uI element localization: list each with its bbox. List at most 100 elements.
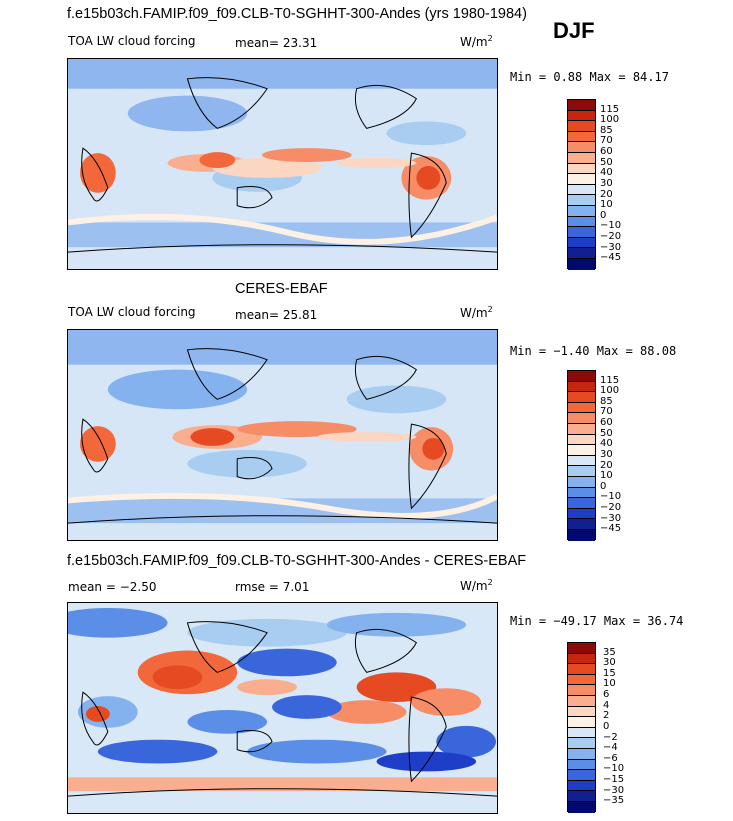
- colorbar-tick-label: 40: [600, 167, 613, 178]
- colorbar-swatch: [568, 674, 595, 686]
- colorbar-tick-label: 0: [600, 210, 607, 221]
- colorbar-tick-label: 30: [600, 449, 613, 460]
- colorbar-tick-label: 15: [603, 668, 616, 679]
- panel1-map: [67, 58, 498, 270]
- panel1-minmax: Min = 0.88 Max = 84.17: [510, 70, 669, 84]
- panel2-units: W/m2: [460, 305, 493, 320]
- colorbar-tick-label: 100: [600, 114, 620, 125]
- colorbar-swatch: [568, 653, 595, 665]
- panel3-colorbar: [567, 642, 596, 813]
- colorbar-tick-label: 60: [600, 146, 613, 157]
- colorbar-swatch: [568, 780, 595, 792]
- colorbar-tick-label: −10: [603, 763, 625, 774]
- colorbar-tick-label: 35: [603, 647, 616, 658]
- colorbar-tick-label: 2: [603, 710, 610, 721]
- colorbar-swatch: [568, 706, 595, 718]
- panel3-units: W/m2: [460, 578, 493, 593]
- panel1-colorbar: [567, 99, 596, 270]
- colorbar-swatch: [568, 695, 595, 707]
- colorbar-tick-label: −10: [600, 220, 622, 231]
- panel1-title: f.e15b03ch.FAMIP.f09_f09.CLB-T0-SGHHT-30…: [67, 6, 527, 22]
- colorbar-swatch: [568, 664, 595, 675]
- colorbar-tick-label: 20: [600, 460, 613, 471]
- colorbar-swatch: [568, 216, 595, 228]
- colorbar-swatch: [568, 195, 595, 206]
- colorbar-tick-label: 100: [600, 385, 620, 396]
- colorbar-tick-label: 40: [600, 438, 613, 449]
- panel3-mean: mean = −2.50: [68, 580, 157, 594]
- colorbar-tick-label: −15: [603, 774, 625, 785]
- colorbar-swatch: [568, 519, 595, 530]
- colorbar-tick-label: 0: [600, 481, 607, 492]
- colorbar-tick-label: 4: [603, 700, 610, 711]
- colorbar-swatch: [568, 476, 595, 488]
- panel3-minmax: Min = −49.17 Max = 36.74: [510, 614, 684, 628]
- colorbar-tick-label: −30: [603, 785, 625, 796]
- colorbar-tick-label: 6: [603, 689, 610, 700]
- colorbar-tick-label: 70: [600, 406, 613, 417]
- colorbar-swatch: [568, 748, 595, 760]
- panel3-map-field: [68, 603, 497, 813]
- panel2-subtitle: TOA LW cloud forcing: [68, 305, 196, 319]
- colorbar-swatch: [568, 508, 595, 520]
- colorbar-swatch: [568, 759, 595, 771]
- colorbar-tick-label: −45: [600, 252, 622, 263]
- colorbar-tick-label: −20: [600, 502, 622, 513]
- colorbar-tick-label: 50: [600, 428, 613, 439]
- colorbar-swatch: [568, 205, 595, 217]
- panel1-subtitle: TOA LW cloud forcing: [68, 34, 196, 48]
- colorbar-swatch: [568, 738, 595, 749]
- panel1-mean: mean= 23.31: [235, 36, 318, 50]
- colorbar-swatch: [568, 392, 595, 403]
- colorbar-swatch: [568, 727, 595, 739]
- colorbar-tick-label: −10: [600, 491, 622, 502]
- colorbar-swatch: [568, 402, 595, 414]
- panel3-title: f.e15b03ch.FAMIP.f09_f09.CLB-T0-SGHHT-30…: [67, 553, 527, 569]
- colorbar-tick-label: 70: [600, 135, 613, 146]
- colorbar-tick-label: −6: [603, 753, 618, 764]
- colorbar-swatch: [568, 770, 595, 781]
- colorbar-tick-label: 0: [603, 721, 610, 732]
- panel2-map: [67, 329, 498, 541]
- panel3-map: [67, 602, 498, 814]
- colorbar-swatch: [568, 227, 595, 238]
- colorbar-tick-label: 85: [600, 125, 613, 136]
- colorbar-swatch: [568, 100, 595, 111]
- colorbar-tick-label: 115: [600, 104, 620, 115]
- colorbar-tick-label: −20: [600, 231, 622, 242]
- colorbar-swatch: [568, 487, 595, 499]
- colorbar-tick-label: 50: [600, 157, 613, 168]
- colorbar-tick-label: 85: [600, 396, 613, 407]
- colorbar-tick-label: 10: [600, 470, 613, 481]
- colorbar-swatch: [568, 685, 595, 696]
- colorbar-swatch: [568, 529, 595, 541]
- colorbar-swatch: [568, 413, 595, 424]
- colorbar-swatch: [568, 643, 595, 654]
- colorbar-tick-label: 20: [600, 189, 613, 200]
- panel2-title: CERES-EBAF: [235, 281, 328, 297]
- colorbar-swatch: [568, 423, 595, 435]
- colorbar-swatch: [568, 131, 595, 143]
- colorbar-swatch: [568, 174, 595, 185]
- colorbar-swatch: [568, 258, 595, 270]
- panel3-rmse: rmse = 7.01: [235, 580, 310, 594]
- colorbar-tick-label: 10: [600, 199, 613, 210]
- colorbar-swatch: [568, 121, 595, 132]
- season-label: DJF: [553, 18, 595, 43]
- panel2-colorbar: [567, 370, 596, 541]
- colorbar-swatch: [568, 248, 595, 259]
- colorbar-swatch: [568, 498, 595, 509]
- colorbar-tick-label: 10: [603, 678, 616, 689]
- colorbar-swatch: [568, 184, 595, 196]
- colorbar-swatch: [568, 110, 595, 122]
- colorbar-swatch: [568, 445, 595, 456]
- panel1-map-field: [68, 59, 497, 269]
- colorbar-swatch: [568, 717, 595, 728]
- colorbar-swatch: [568, 237, 595, 249]
- colorbar-tick-label: 60: [600, 417, 613, 428]
- colorbar-swatch: [568, 142, 595, 153]
- colorbar-swatch: [568, 801, 595, 813]
- colorbar-tick-label: 115: [600, 375, 620, 386]
- colorbar-tick-label: 30: [600, 178, 613, 189]
- colorbar-swatch: [568, 791, 595, 802]
